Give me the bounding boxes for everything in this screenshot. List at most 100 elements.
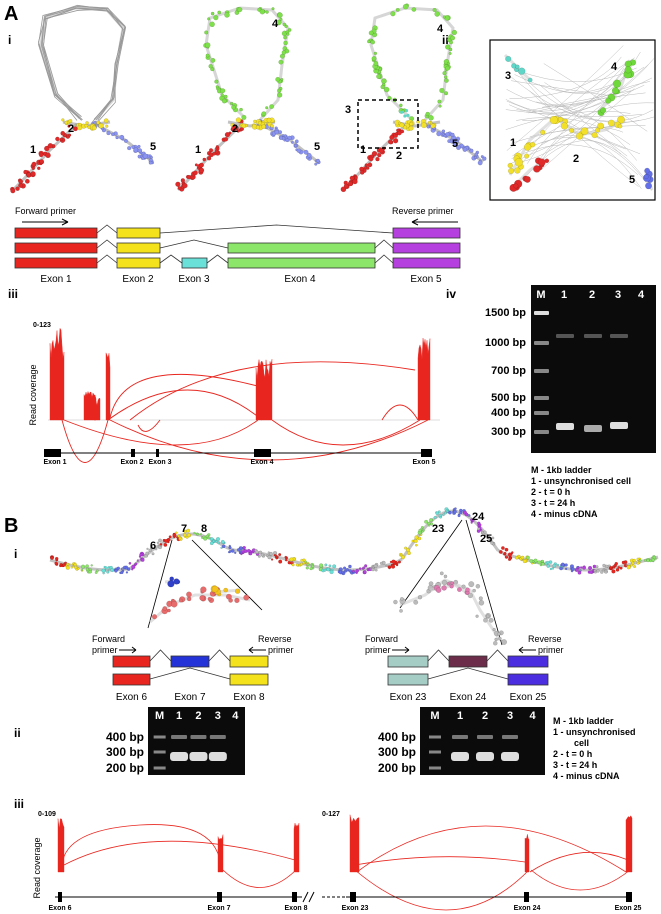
- network-node: [373, 51, 378, 56]
- panel-label: B: [4, 515, 18, 537]
- network-node: [210, 11, 215, 16]
- network-node: [145, 551, 150, 556]
- network-node: [404, 546, 408, 550]
- lane-label: 3: [615, 289, 621, 301]
- network-node: [173, 578, 180, 585]
- network-node: [236, 129, 240, 133]
- network-node: [402, 3, 409, 10]
- network-node: [209, 541, 214, 546]
- network-node: [131, 568, 134, 571]
- network-edge: [43, 7, 127, 120]
- network-node: [462, 147, 468, 152]
- gel-band: [171, 735, 188, 739]
- exon: [392, 257, 461, 269]
- network-node: [167, 580, 175, 588]
- network-node: [148, 160, 153, 165]
- network-node: [199, 533, 203, 536]
- node-label: 1: [195, 144, 201, 156]
- node-label: 1: [30, 144, 36, 156]
- network-node: [503, 551, 507, 555]
- network-node: [294, 139, 299, 144]
- network-node: [282, 22, 287, 27]
- network-node: [430, 123, 436, 129]
- size-marker: 400 bp: [378, 730, 416, 744]
- network-node: [278, 135, 284, 140]
- network-node: [435, 511, 440, 516]
- network-node: [494, 637, 498, 642]
- exon-label: Exon 5: [410, 274, 442, 285]
- network-node: [651, 558, 655, 562]
- network-node: [459, 511, 463, 515]
- network-edge: [49, 558, 59, 564]
- network-node: [508, 167, 515, 174]
- lane-label: 4: [638, 289, 645, 301]
- network-node: [464, 512, 469, 517]
- exon-label: Exon 4: [284, 274, 316, 285]
- network-node: [239, 107, 243, 112]
- intron: [149, 667, 231, 680]
- network-node: [367, 39, 371, 44]
- sub-label: iii: [8, 287, 18, 301]
- network-node: [242, 545, 246, 550]
- network-node: [168, 535, 172, 539]
- sub-label: i: [8, 33, 11, 47]
- network-node: [636, 560, 639, 563]
- network-node: [255, 550, 259, 554]
- network-node: [291, 563, 295, 567]
- node-label: 2: [573, 153, 579, 165]
- network-node: [520, 555, 525, 560]
- network-node: [223, 94, 228, 99]
- legend-item: cell: [574, 738, 589, 748]
- network-node: [36, 166, 41, 171]
- network-node: [427, 120, 432, 125]
- network-node: [260, 553, 265, 557]
- network-node: [400, 555, 406, 560]
- gel-band: [429, 750, 441, 754]
- gel-band: [610, 334, 628, 338]
- network-node: [443, 75, 448, 79]
- network-node: [267, 555, 272, 560]
- network-node: [362, 566, 366, 570]
- network-node: [47, 143, 54, 149]
- exon-label: Exon 7: [174, 692, 206, 703]
- gel-band: [584, 334, 602, 338]
- network-node: [299, 562, 304, 566]
- legend-item: 4 - minus cDNA: [553, 771, 620, 781]
- primer-label: Forward: [92, 634, 125, 644]
- splice-arc: [529, 851, 629, 873]
- network-node: [400, 110, 404, 114]
- network-node: [409, 121, 414, 127]
- gel-band: [208, 752, 227, 761]
- legend-item: 4 - minus cDNA: [531, 509, 598, 519]
- coverage-peak: [524, 834, 530, 873]
- network-edge: [506, 100, 641, 155]
- network-node: [577, 566, 581, 569]
- network-edge: [510, 127, 624, 144]
- network-node: [196, 533, 200, 536]
- network-node: [332, 564, 337, 569]
- network-node: [259, 9, 266, 15]
- network-node: [248, 552, 253, 556]
- network-node: [482, 156, 487, 161]
- gel-band: [476, 752, 494, 761]
- gel-band: [190, 735, 207, 739]
- coverage-range: 0-109: [38, 811, 56, 818]
- network-node: [284, 555, 288, 559]
- network-node: [340, 186, 347, 193]
- network-node: [151, 552, 155, 556]
- network-node: [50, 556, 54, 560]
- network-node: [204, 42, 211, 48]
- network-node: [229, 101, 234, 106]
- network-node: [236, 548, 241, 552]
- coverage-peak: [57, 818, 65, 873]
- network-node: [267, 551, 270, 554]
- network-node: [314, 162, 318, 166]
- network-node: [175, 181, 181, 187]
- network-node: [652, 555, 657, 560]
- node-label: 23: [432, 523, 444, 535]
- network-node: [397, 560, 402, 564]
- network-node: [605, 97, 612, 104]
- inset-lines: [147, 539, 263, 629]
- network-node: [388, 566, 391, 570]
- network-node: [87, 125, 91, 130]
